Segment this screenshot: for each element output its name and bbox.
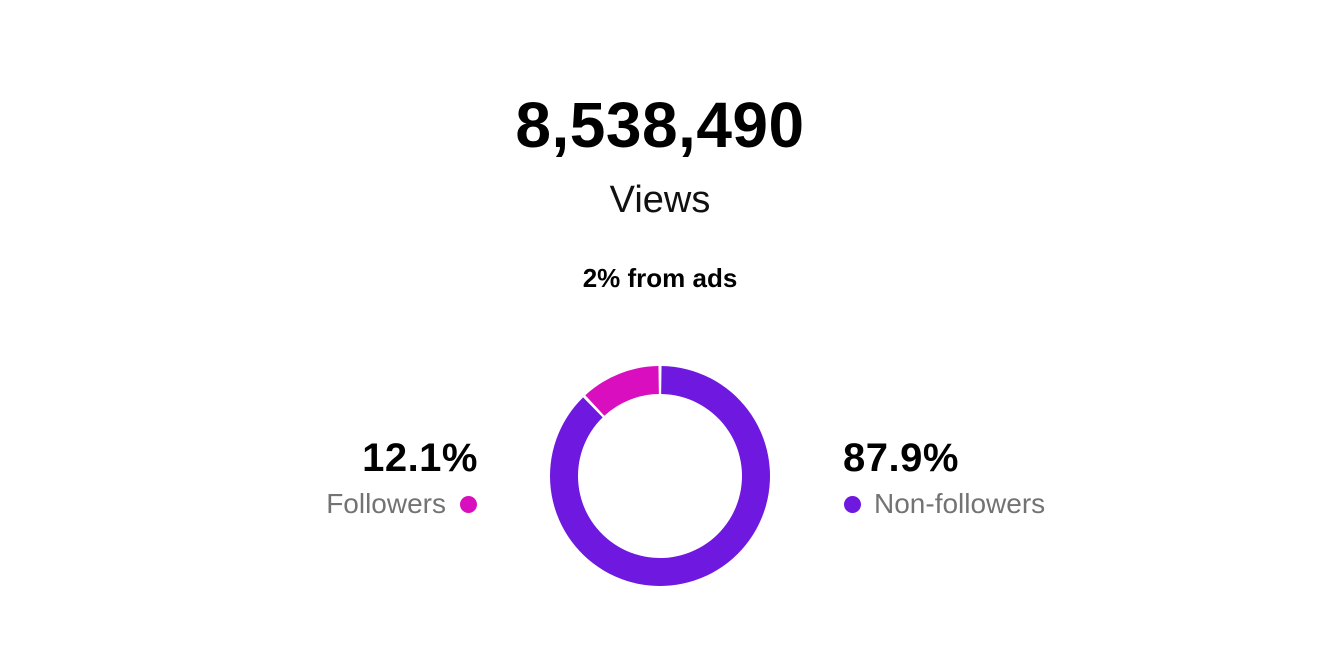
non-followers-dot-icon [844, 495, 861, 513]
followers-legend-row: Followers [326, 484, 478, 524]
views-label: Views [609, 179, 711, 221]
non-followers-label: Non-followers [874, 488, 1046, 519]
legend-followers: 12.1% Followers [326, 434, 478, 524]
views-donut-chart [550, 366, 770, 586]
non-followers-percent: 87.9% [843, 436, 959, 480]
donut-slice-non-followers [550, 366, 770, 586]
followers-percent: 12.1% [362, 436, 478, 480]
donut-slice-followers [585, 366, 659, 416]
followers-label: Followers [326, 488, 446, 519]
total-views-value: 8,538,490 [515, 89, 805, 161]
followers-dot-icon [460, 495, 477, 513]
ads-percentage-note: 2% from ads [582, 263, 738, 293]
legend-non-followers: 87.9% Non-followers [843, 434, 1045, 524]
non-followers-legend-row: Non-followers [843, 484, 1045, 524]
